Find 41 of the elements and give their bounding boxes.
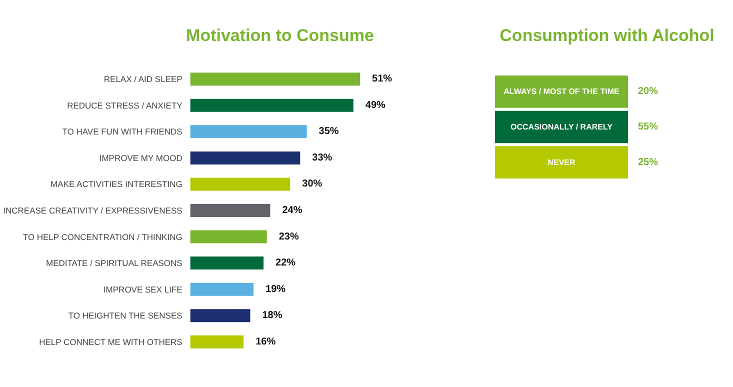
data-label: 23%: [278, 231, 299, 242]
category-label: ALWAYS / MOST OF THE TIME: [504, 87, 620, 96]
data-label: 18%: [262, 310, 282, 322]
y-tick-label: TO HAVE FUN WITH FRIENDS: [62, 126, 183, 137]
text: Consumption with Alcohol: [500, 26, 714, 45]
data-label: 22%: [276, 258, 296, 269]
data-label: 24%: [282, 205, 302, 216]
y-tick-label: MAKE ACTIVITIES INTERESTING: [50, 179, 182, 190]
data-label: 33%: [312, 152, 332, 164]
data-label: 35%: [318, 126, 339, 138]
y-tick-label: TO HEIGHTEN THE SENSES: [68, 310, 183, 321]
y-tick-label: RELAX / AID SLEEP: [104, 74, 183, 84]
y-tick-label: HELP CONNECT ME WITH OTHERS: [39, 336, 183, 347]
y-tick-label: INCREASE CREATIVITY / EXPRESSIVENESS: [3, 206, 183, 216]
data-label: 16%: [256, 336, 276, 348]
data-label: 55%: [638, 122, 658, 132]
chart-title: Motivation to Consume: [186, 26, 374, 45]
bar: [190, 72, 360, 86]
y-tick-label: REDUCE STRESS / ANXIETY: [67, 100, 183, 110]
bar: [190, 204, 270, 217]
y-tick-label: IMPROVE SEX LIFE: [103, 284, 183, 294]
bar: [190, 151, 300, 164]
data-label: 49%: [365, 100, 386, 111]
y-tick-label: TO HELP CONCENTRATION / THINKING: [22, 232, 182, 242]
y-tick-label: IMPROVE MY MOOD: [99, 152, 182, 163]
bar: [190, 178, 290, 191]
bar: [190, 335, 244, 348]
data-label: 19%: [266, 284, 286, 295]
data-label: 25%: [638, 156, 658, 168]
bar: [190, 256, 264, 270]
data-label: 30%: [302, 178, 322, 190]
bar: [190, 309, 250, 322]
category-label: OCCASIONALLY / RARELY: [510, 122, 614, 132]
data-label: 51%: [372, 74, 392, 85]
category-label: NEVER: [548, 158, 576, 167]
y-tick-label: MEDITATE / SPIRITUAL REASONS: [46, 258, 183, 268]
bar: [190, 125, 307, 138]
bar: [190, 98, 354, 112]
bar: [190, 282, 254, 296]
bar: [190, 230, 267, 244]
data-label: 20%: [638, 86, 658, 98]
